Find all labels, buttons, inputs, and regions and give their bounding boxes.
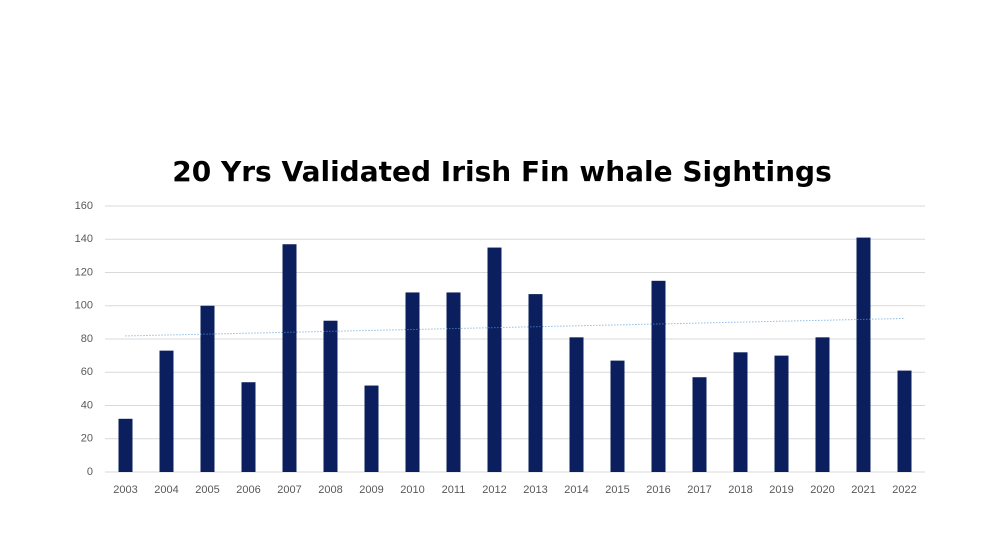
y-tick-label: 0 [87,466,93,478]
y-tick-label: 40 [81,399,93,411]
y-tick-label: 60 [81,366,93,378]
y-tick-label: 80 [81,333,93,345]
x-tick-label: 2008 [318,484,342,496]
trendline [125,317,905,337]
x-tick-label: 2011 [442,484,466,496]
x-tick-label: 2010 [400,484,424,496]
bar [282,244,297,472]
bar [651,280,666,472]
bar [159,350,174,472]
y-tick-label: 120 [75,266,93,278]
bar [118,418,133,472]
y-tick-label: 160 [75,200,93,212]
x-tick-label: 2005 [195,484,219,496]
bar [692,377,707,472]
x-tick-label: 2019 [769,484,793,496]
bar [405,292,420,472]
bar [856,237,871,472]
x-tick-label: 2006 [236,484,260,496]
x-tick-label: 2022 [892,484,916,496]
x-tick-label: 2012 [482,484,506,496]
x-tick-label: 2015 [605,484,629,496]
x-tick-label: 2018 [728,484,752,496]
bar [733,352,748,472]
y-tick-label: 20 [81,433,93,445]
x-tick-label: 2020 [810,484,834,496]
bar [610,360,625,472]
bar [241,382,256,472]
bar [487,247,502,472]
bar [897,370,912,472]
chart-title: 20 Yrs Validated Irish Fin whale Sightin… [172,155,832,188]
bar [446,292,461,472]
x-tick-label: 2016 [646,484,670,496]
x-tick-label: 2003 [113,484,137,496]
x-tick-label: 2014 [564,484,588,496]
x-tick-label: 2017 [687,484,711,496]
bar [815,337,830,472]
x-tick-label: 2004 [154,484,178,496]
bar [323,320,338,472]
y-tick-label: 140 [75,233,93,245]
bar [528,294,543,472]
bar [569,337,584,472]
bar [364,385,379,472]
x-tick-label: 2021 [851,484,875,496]
x-tick-label: 2009 [359,484,383,496]
y-tick-label: 100 [75,300,93,312]
x-tick-label: 2007 [277,484,301,496]
x-tick-label: 2013 [523,484,547,496]
bar [774,355,789,472]
bar [200,305,215,472]
